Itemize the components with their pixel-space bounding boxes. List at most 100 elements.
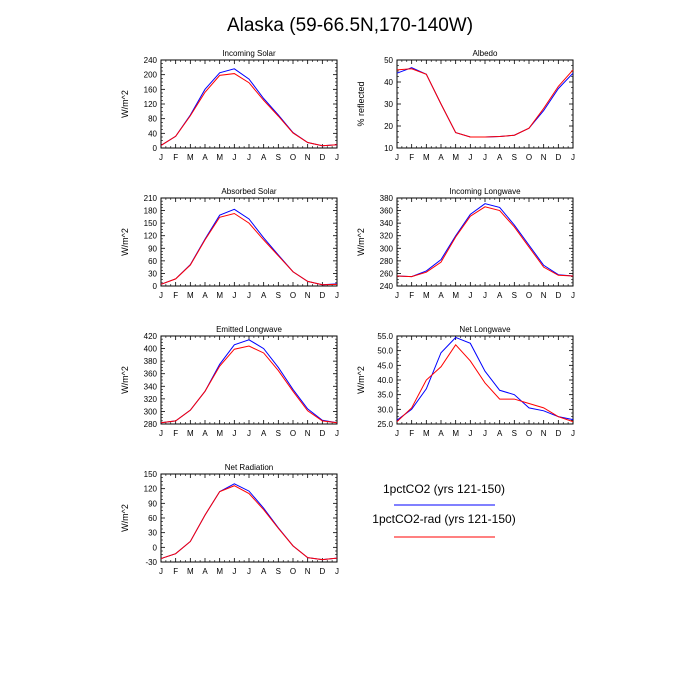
- series-line: [396, 67, 574, 138]
- y-tick-label: 10: [384, 144, 393, 153]
- y-tick-label: 90: [148, 244, 157, 253]
- x-tick-label: J: [232, 291, 236, 300]
- series-line: [396, 68, 574, 138]
- y-tick-label: 40.0: [377, 376, 393, 385]
- plot-frame: [160, 59, 338, 149]
- x-tick-label: M: [452, 153, 459, 162]
- y-axis-label: W/m^2: [120, 90, 130, 118]
- x-tick-label: A: [497, 291, 503, 300]
- x-tick-label: J: [335, 291, 339, 300]
- y-tick-label: 360: [380, 207, 394, 216]
- x-tick-label: J: [483, 291, 487, 300]
- x-tick-label: O: [526, 429, 532, 438]
- x-tick-label: S: [512, 291, 517, 300]
- x-tick-label: A: [438, 153, 444, 162]
- series-line: [160, 208, 338, 286]
- x-tick-label: J: [159, 429, 163, 438]
- x-tick-label: N: [541, 153, 547, 162]
- y-tick-label: 0: [153, 282, 158, 291]
- x-tick-label: O: [290, 153, 296, 162]
- x-tick-label: M: [187, 429, 194, 438]
- y-axis-label: W/m^2: [120, 228, 130, 256]
- y-tick-label: 40: [384, 78, 393, 87]
- y-tick-label: 50.0: [377, 347, 393, 356]
- x-tick-label: J: [571, 291, 575, 300]
- x-tick-label: S: [512, 153, 517, 162]
- y-tick-label: 30: [148, 529, 157, 538]
- x-tick-label: A: [202, 291, 208, 300]
- x-tick-label: D: [555, 153, 561, 162]
- plot-frame: [160, 197, 338, 287]
- x-tick-label: M: [216, 153, 223, 162]
- legend-label-series2: 1pctCO2-rad (yrs 121-150): [372, 512, 515, 526]
- x-tick-label: N: [305, 429, 311, 438]
- y-tick-label: 240: [144, 56, 158, 65]
- figure-title: Alaska (59-66.5N,170-140W): [227, 15, 473, 36]
- x-tick-label: J: [159, 153, 163, 162]
- x-tick-label: M: [216, 429, 223, 438]
- x-tick-label: M: [423, 429, 430, 438]
- series-line: [396, 343, 574, 423]
- x-tick-label: J: [483, 153, 487, 162]
- x-tick-label: J: [395, 153, 399, 162]
- x-tick-label: J: [247, 429, 251, 438]
- y-tick-label: 340: [380, 219, 394, 228]
- y-tick-label: 0: [153, 144, 158, 153]
- x-tick-label: A: [497, 153, 503, 162]
- series-line: [396, 206, 574, 278]
- y-tick-label: 60: [148, 257, 157, 266]
- x-tick-label: J: [159, 567, 163, 576]
- x-tick-label: J: [232, 567, 236, 576]
- legend: 1pctCO2 (yrs 121-150) 1pctCO2-rad (yrs 1…: [372, 482, 516, 538]
- x-tick-label: M: [216, 291, 223, 300]
- series-line: [160, 68, 338, 147]
- y-tick-label: 280: [380, 257, 394, 266]
- x-tick-label: O: [526, 153, 532, 162]
- y-tick-label: 200: [144, 71, 158, 80]
- y-tick-label: 240: [380, 282, 394, 291]
- x-tick-label: A: [202, 567, 208, 576]
- chart-title: Net Longwave: [459, 325, 511, 334]
- x-tick-label: J: [247, 567, 251, 576]
- chart-title: Absorbed Solar: [221, 187, 276, 196]
- x-tick-label: M: [187, 567, 194, 576]
- x-tick-label: J: [395, 429, 399, 438]
- x-tick-label: N: [541, 291, 547, 300]
- y-tick-label: 340: [144, 382, 158, 391]
- x-tick-label: A: [497, 429, 503, 438]
- x-tick-label: N: [305, 567, 311, 576]
- y-tick-label: 20: [384, 122, 393, 131]
- x-tick-label: J: [483, 429, 487, 438]
- series-line: [396, 336, 574, 421]
- x-tick-label: S: [276, 153, 281, 162]
- x-tick-label: A: [261, 153, 267, 162]
- x-tick-label: M: [187, 291, 194, 300]
- plot-frame: [160, 473, 338, 563]
- x-tick-label: D: [555, 291, 561, 300]
- y-tick-label: 150: [144, 470, 158, 479]
- x-tick-label: O: [290, 291, 296, 300]
- y-tick-label: 360: [144, 370, 158, 379]
- x-tick-label: O: [526, 291, 532, 300]
- y-tick-label: 320: [144, 395, 158, 404]
- series-line: [160, 485, 338, 561]
- x-tick-label: M: [187, 153, 194, 162]
- y-axis-label: W/m^2: [120, 504, 130, 532]
- series-line: [396, 203, 574, 278]
- x-tick-label: A: [202, 429, 208, 438]
- chart-title: Albedo: [473, 49, 498, 58]
- x-tick-label: J: [571, 153, 575, 162]
- x-tick-label: D: [319, 567, 325, 576]
- x-tick-label: F: [409, 291, 414, 300]
- series-line: [160, 339, 338, 424]
- y-tick-label: 90: [148, 499, 157, 508]
- y-axis-label: W/m^2: [356, 228, 366, 256]
- y-tick-label: 160: [144, 85, 158, 94]
- x-tick-label: A: [438, 291, 444, 300]
